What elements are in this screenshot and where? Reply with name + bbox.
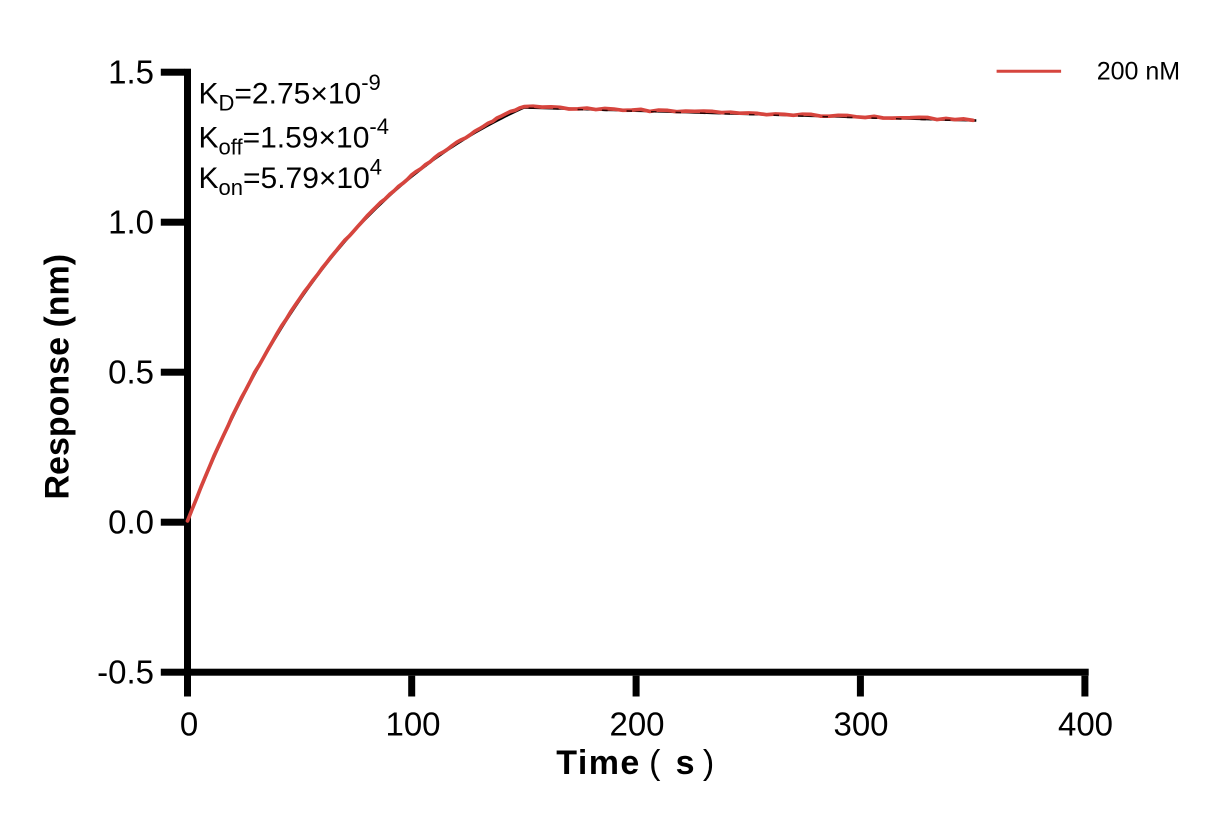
svg-text:0.0: 0.0 <box>108 504 154 541</box>
svg-text:0: 0 <box>180 705 198 742</box>
svg-text:200 nM: 200 nM <box>1097 57 1180 85</box>
svg-text:300: 300 <box>833 705 888 742</box>
svg-text:Response (nm): Response (nm) <box>39 254 77 500</box>
svg-text:Koff=1.59×10-4: Koff=1.59×10-4 <box>199 114 389 160</box>
svg-text:200: 200 <box>609 705 664 742</box>
svg-text:1.0: 1.0 <box>108 204 154 241</box>
svg-text:400: 400 <box>1058 705 1113 742</box>
svg-text:-0.5: -0.5 <box>97 654 154 691</box>
svg-text:KD=2.75×10-9: KD=2.75×10-9 <box>199 70 381 116</box>
svg-text:100: 100 <box>385 705 440 742</box>
svg-text:Time(s): Time(s) <box>556 744 715 782</box>
svg-text:0.5: 0.5 <box>108 354 154 391</box>
svg-text:1.5: 1.5 <box>108 54 154 91</box>
